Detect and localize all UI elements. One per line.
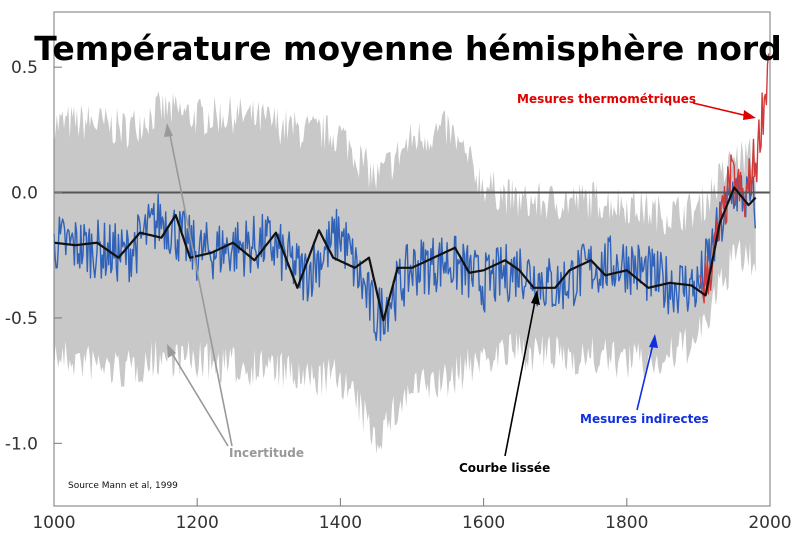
x-tick-label: 1600 bbox=[462, 513, 505, 533]
source-note: Source Mann et al, 1999 bbox=[68, 481, 178, 491]
arrow-smooth bbox=[504, 295, 537, 457]
arrowhead-smooth bbox=[531, 290, 540, 305]
arrowhead-uncertainty-lower bbox=[167, 344, 176, 358]
arrow-proxy bbox=[636, 339, 655, 411]
annotation-arrows bbox=[164, 102, 756, 457]
x-tick-label: 1800 bbox=[605, 513, 648, 533]
x-tick-label: 1200 bbox=[176, 513, 219, 533]
y-tick-label: -0.5 bbox=[5, 309, 38, 329]
arrow-thermometer bbox=[692, 102, 753, 118]
arrowhead-thermometer bbox=[743, 110, 756, 120]
x-tick-label: 1400 bbox=[319, 513, 362, 533]
plot-frame bbox=[53, 11, 771, 507]
annotation-uncertainty-label: Incertitude bbox=[229, 446, 304, 460]
annotation-proxy-label: Mesures indirectes bbox=[580, 412, 709, 426]
chart-title: Température moyenne hémisphère nord bbox=[34, 29, 782, 68]
arrow-uncertainty-lower bbox=[169, 349, 229, 447]
y-tick-label: 0.0 bbox=[11, 184, 38, 204]
proxy-series-layer bbox=[53, 173, 756, 342]
arrowhead-uncertainty-upper bbox=[164, 123, 173, 137]
arrow-uncertainty-upper bbox=[168, 129, 233, 447]
annotation-smooth-label: Courbe lissée bbox=[459, 461, 550, 475]
y-tick-label: -1.0 bbox=[5, 434, 38, 454]
arrowhead-proxy bbox=[649, 334, 658, 348]
x-tick-label: 1000 bbox=[32, 513, 75, 533]
y-tick-label: 0.5 bbox=[11, 58, 38, 78]
series-proxy-line bbox=[53, 173, 756, 342]
axis-ticks-layer: 1000 1200 1400 1600 1800 2000 0.5 0.0 -0.5 -1.0 bbox=[5, 58, 792, 533]
smoothed-series-layer bbox=[53, 186, 757, 322]
series-thermometer-line bbox=[699, 53, 770, 304]
x-tick-label: 2000 bbox=[748, 513, 791, 533]
series-smoothed-line bbox=[53, 186, 757, 322]
annotation-thermometer-label: Mesures thermométriques bbox=[517, 92, 696, 106]
thermometer-series-layer bbox=[699, 53, 770, 304]
